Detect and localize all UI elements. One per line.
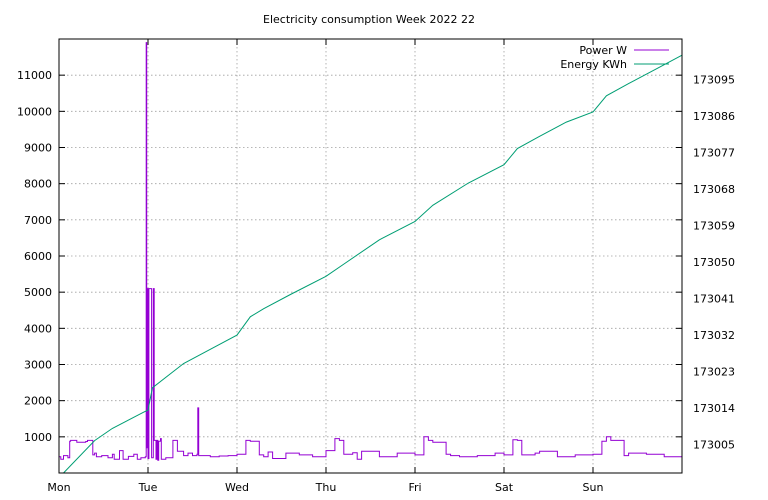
x-tick-label: Fri (408, 481, 421, 494)
x-tick-label: Sun (583, 481, 604, 494)
left-tick-label: 1000 (24, 431, 52, 444)
left-tick-label: 3000 (24, 359, 52, 372)
left-tick-label: 5000 (24, 286, 52, 299)
left-tick-label: 8000 (24, 178, 52, 191)
right-tick-label: 173014 (693, 402, 735, 415)
left-axis-ticks: 1000 2000 3000 4000 5000 6000 7000 8000 9000 1000… (17, 69, 682, 444)
left-tick-label: 9000 (24, 142, 52, 155)
right-tick-label: 173077 (693, 147, 735, 160)
series-line-energy-kwh (59, 54, 683, 474)
right-tick-label: 173023 (693, 366, 735, 379)
left-tick-label: 4000 (24, 322, 52, 335)
right-tick-label: 173005 (693, 439, 735, 452)
x-tick-label: Thu (315, 481, 337, 494)
left-tick-label: 2000 (24, 395, 52, 408)
right-tick-label: 173068 (693, 183, 735, 196)
x-tick-label: Sat (495, 481, 514, 494)
right-axis-ticks: 173005 173014 173023 173032 173041 173050 1730… (693, 74, 735, 452)
right-tick-label: 173086 (693, 110, 735, 123)
x-tick-label: Tue (138, 481, 158, 494)
x-axis-ticks: Mon Tue Wed Thu Fri Sat Sun (47, 39, 603, 494)
left-tick-label: 10000 (17, 105, 52, 118)
x-tick-label: Mon (47, 481, 70, 494)
left-tick-label: 6000 (24, 250, 52, 263)
legend-label: Energy KWh (560, 58, 627, 71)
right-tick-label: 173059 (693, 220, 735, 233)
right-tick-label: 173050 (693, 256, 735, 269)
series-layer (59, 42, 683, 474)
series-line-power-w (59, 42, 683, 461)
chart-title: Electricity consumption Week 2022 22 (263, 13, 475, 26)
legend-label: Power W (579, 44, 627, 57)
left-tick-label: 7000 (24, 214, 52, 227)
right-tick-label: 173041 (693, 293, 735, 306)
grid-lines (59, 39, 682, 473)
left-tick-label: 11000 (17, 69, 52, 82)
right-tick-label: 173032 (693, 329, 735, 342)
x-tick-label: Wed (225, 481, 249, 494)
right-tick-label: 173095 (693, 74, 735, 87)
